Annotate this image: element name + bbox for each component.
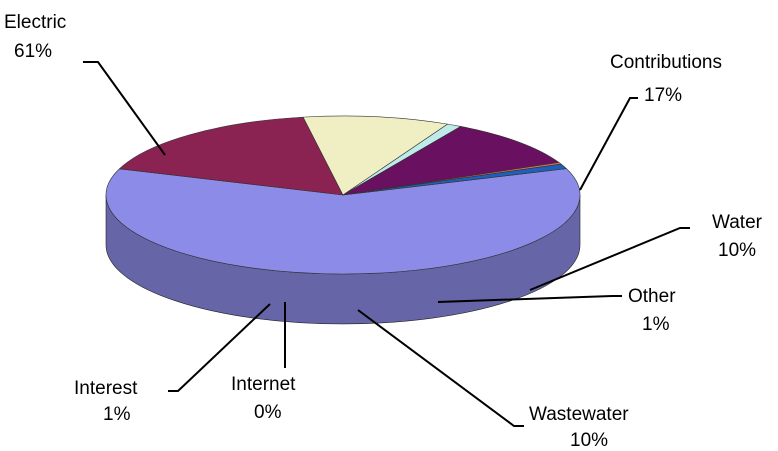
label-value-interest: 1% (103, 404, 131, 425)
slice-top-water (302, 115, 449, 196)
slice-top-interest (342, 163, 568, 196)
label-value-wastewater: 10% (570, 430, 608, 451)
label-name-other: Other (628, 286, 676, 307)
label-name-internet: Internet (231, 374, 296, 395)
label-value-internet: 0% (254, 402, 282, 423)
slice-top-wastewater (342, 126, 560, 196)
label-name-electric: Electric (4, 12, 66, 33)
slice-labels: Electric 61% Contributions 17% Water 10%… (4, 12, 763, 451)
label-value-electric: 61% (14, 41, 52, 62)
label-value-water: 10% (718, 240, 756, 261)
leader-line-contributions (579, 97, 638, 191)
leader-line-other (437, 295, 622, 303)
label-name-contributions: Contributions (610, 52, 722, 73)
label-value-contributions: 17% (644, 85, 682, 106)
label-name-interest: Interest (74, 378, 138, 399)
pie-tops (105, 115, 581, 275)
slice-top-electric (105, 168, 581, 275)
leader-lines (83, 61, 690, 427)
slice-top-contributions (118, 116, 344, 196)
label-name-water: Water (712, 212, 763, 233)
leader-line-electric (83, 61, 166, 156)
leader-line-wastewater (357, 309, 524, 427)
leader-line-water (529, 227, 690, 291)
label-value-other: 1% (642, 314, 670, 335)
leader-line-interest (168, 303, 271, 392)
label-name-wastewater: Wastewater (529, 404, 629, 425)
